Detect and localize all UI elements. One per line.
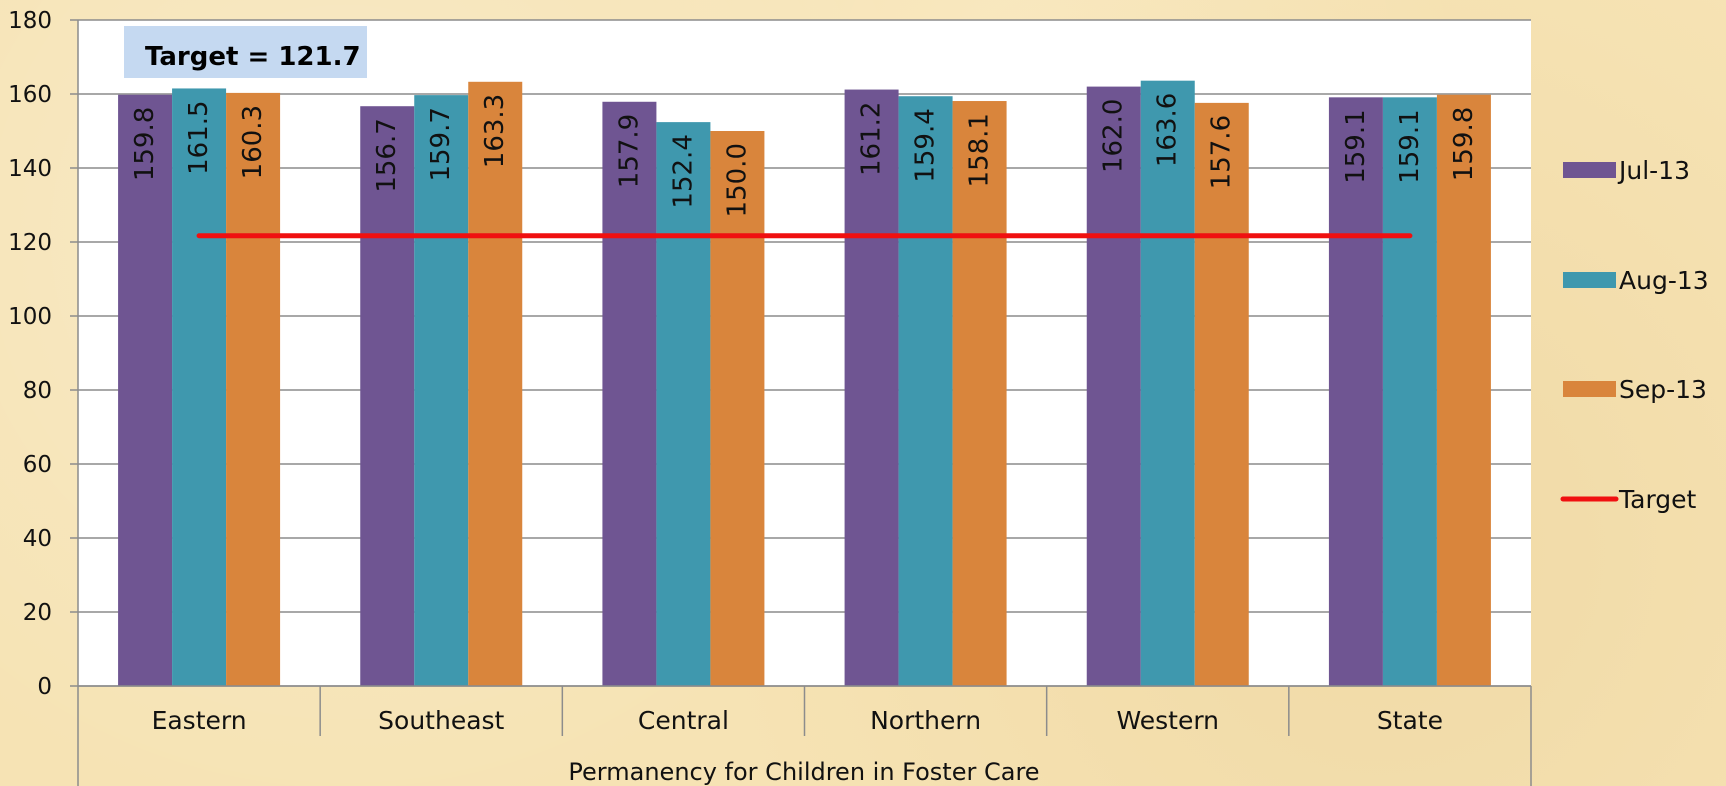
- data-label: 159.8: [1449, 107, 1479, 181]
- x-tick-label: Western: [1116, 706, 1219, 735]
- plot-area: [78, 20, 1531, 686]
- bar: [1436, 94, 1491, 687]
- bar: [414, 95, 469, 687]
- bar: [656, 122, 711, 687]
- legend: Jul-13 Aug-13 Sep-13 Target: [1560, 156, 1709, 514]
- target-annotation-box: [124, 26, 367, 78]
- legend-swatch: [1563, 272, 1616, 288]
- bar: [898, 96, 953, 687]
- y-tick-label: 20: [23, 600, 52, 626]
- gridlines: [78, 19, 1531, 687]
- x-axis-title: Permanency for Children in Foster Care: [568, 758, 1039, 786]
- bar: [602, 101, 657, 686]
- bar: [1328, 97, 1383, 686]
- legend-swatch: [1563, 162, 1616, 178]
- legend-label: Jul-13: [1617, 156, 1690, 185]
- legend-swatch: [1563, 381, 1616, 397]
- data-label: 159.7: [426, 107, 456, 181]
- bar: [844, 89, 899, 686]
- legend-label: Target: [1618, 485, 1697, 514]
- x-tick-label: Southeast: [378, 706, 504, 735]
- y-tick-label: 60: [23, 452, 52, 478]
- data-label: 152.4: [668, 134, 698, 208]
- data-label: 156.7: [372, 118, 402, 192]
- bar: [1194, 102, 1249, 686]
- data-label: 157.9: [614, 114, 644, 188]
- data-label: 161.5: [184, 100, 214, 174]
- bar: [1382, 97, 1437, 686]
- y-tick-label: 120: [8, 230, 52, 256]
- x-tick-label: Northern: [870, 706, 981, 735]
- data-label: 163.6: [1153, 93, 1183, 167]
- bar: [226, 92, 281, 686]
- bar: [118, 94, 173, 687]
- data-label: 161.2: [857, 102, 887, 176]
- data-label: 163.3: [480, 94, 510, 168]
- y-tick-label: 0: [37, 674, 52, 700]
- y-tick-label: 40: [23, 526, 52, 552]
- y-tick-label: 80: [23, 378, 52, 404]
- bars: 159.8 161.5 160.3 156.7 159.7 163.3 157.9 152.4…: [118, 80, 1491, 687]
- y-tick-label: 100: [8, 304, 52, 330]
- bar: [952, 101, 1007, 686]
- data-label: 157.6: [1207, 115, 1237, 189]
- x-tick-label: State: [1377, 706, 1443, 735]
- bar: [172, 88, 227, 686]
- target-annotation-text: Target = 121.7: [145, 42, 361, 72]
- y-tick-label: 160: [8, 82, 52, 108]
- data-label: 150.0: [722, 143, 752, 217]
- y-tick-label: 180: [8, 8, 52, 34]
- target-annotation: Target = 121.7: [124, 26, 367, 78]
- bar: [468, 81, 523, 687]
- bar: [360, 106, 415, 686]
- data-label: 160.3: [238, 105, 268, 179]
- x-tick-label: Central: [638, 706, 729, 735]
- y-axis: 0 20 40 60 80 100 120 140 160 180: [8, 8, 79, 700]
- data-label: 159.1: [1395, 109, 1425, 183]
- bar: [1086, 86, 1141, 687]
- bar: [710, 131, 765, 686]
- data-label: 158.1: [965, 113, 995, 187]
- data-label: 159.1: [1341, 109, 1371, 183]
- x-tick-label: Eastern: [152, 706, 247, 735]
- data-label: 162.0: [1099, 99, 1129, 173]
- data-label: 159.8: [130, 107, 160, 181]
- legend-label: Sep-13: [1619, 375, 1707, 404]
- y-tick-label: 140: [8, 156, 52, 182]
- x-axis: Eastern Southeast Central Northern Western St…: [77, 685, 1532, 786]
- bar: [1140, 80, 1195, 687]
- legend-label: Aug-13: [1619, 266, 1709, 295]
- data-label: 159.4: [911, 108, 941, 182]
